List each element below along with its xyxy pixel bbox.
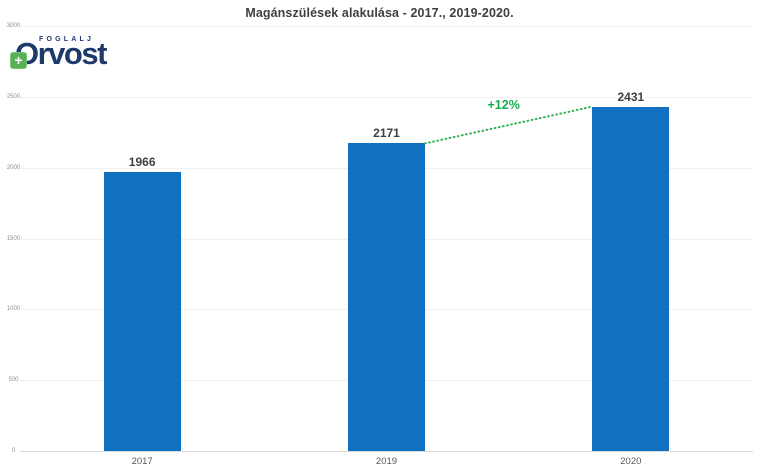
logo-top-text: FOGLALJ	[39, 36, 95, 43]
y-axis-tick-2000: 2000	[6, 164, 21, 171]
x-axis-label-2019: 2019	[375, 456, 398, 467]
bar-2019	[348, 143, 425, 451]
y-axis-tick-3000: 3000	[6, 23, 21, 29]
bar-value-label-2017: 1966	[128, 155, 156, 170]
y-axis-tick-0: 0	[11, 448, 16, 454]
foglaljorvost-logo: FOGLALJ Orvost +	[10, 36, 140, 84]
bar-value-label-2019: 2171	[373, 126, 400, 141]
x-axis-label-2017: 2017	[131, 456, 153, 467]
gridline-2500	[20, 96, 753, 98]
bar-2020	[592, 106, 670, 451]
gridline-3000	[20, 26, 753, 27]
logo-main-text: Orvost	[15, 36, 107, 71]
bar-2017	[103, 172, 181, 451]
bar-value-label-2020: 2431	[617, 89, 645, 104]
y-axis-tick-2500: 2500	[6, 93, 21, 100]
y-axis-tick-500: 500	[8, 377, 19, 384]
growth-percent-label: +12%	[487, 98, 520, 113]
gridline-0	[20, 451, 753, 452]
growth-trend-line	[424, 105, 594, 145]
chart-title: Magánszülések alakulása - 2017., 2019-20…	[245, 6, 514, 20]
y-axis-tick-1000: 1000	[6, 306, 21, 313]
x-axis-label-2020: 2020	[620, 456, 642, 467]
plus-icon: +	[10, 52, 27, 69]
y-axis-tick-1500: 1500	[6, 235, 21, 242]
